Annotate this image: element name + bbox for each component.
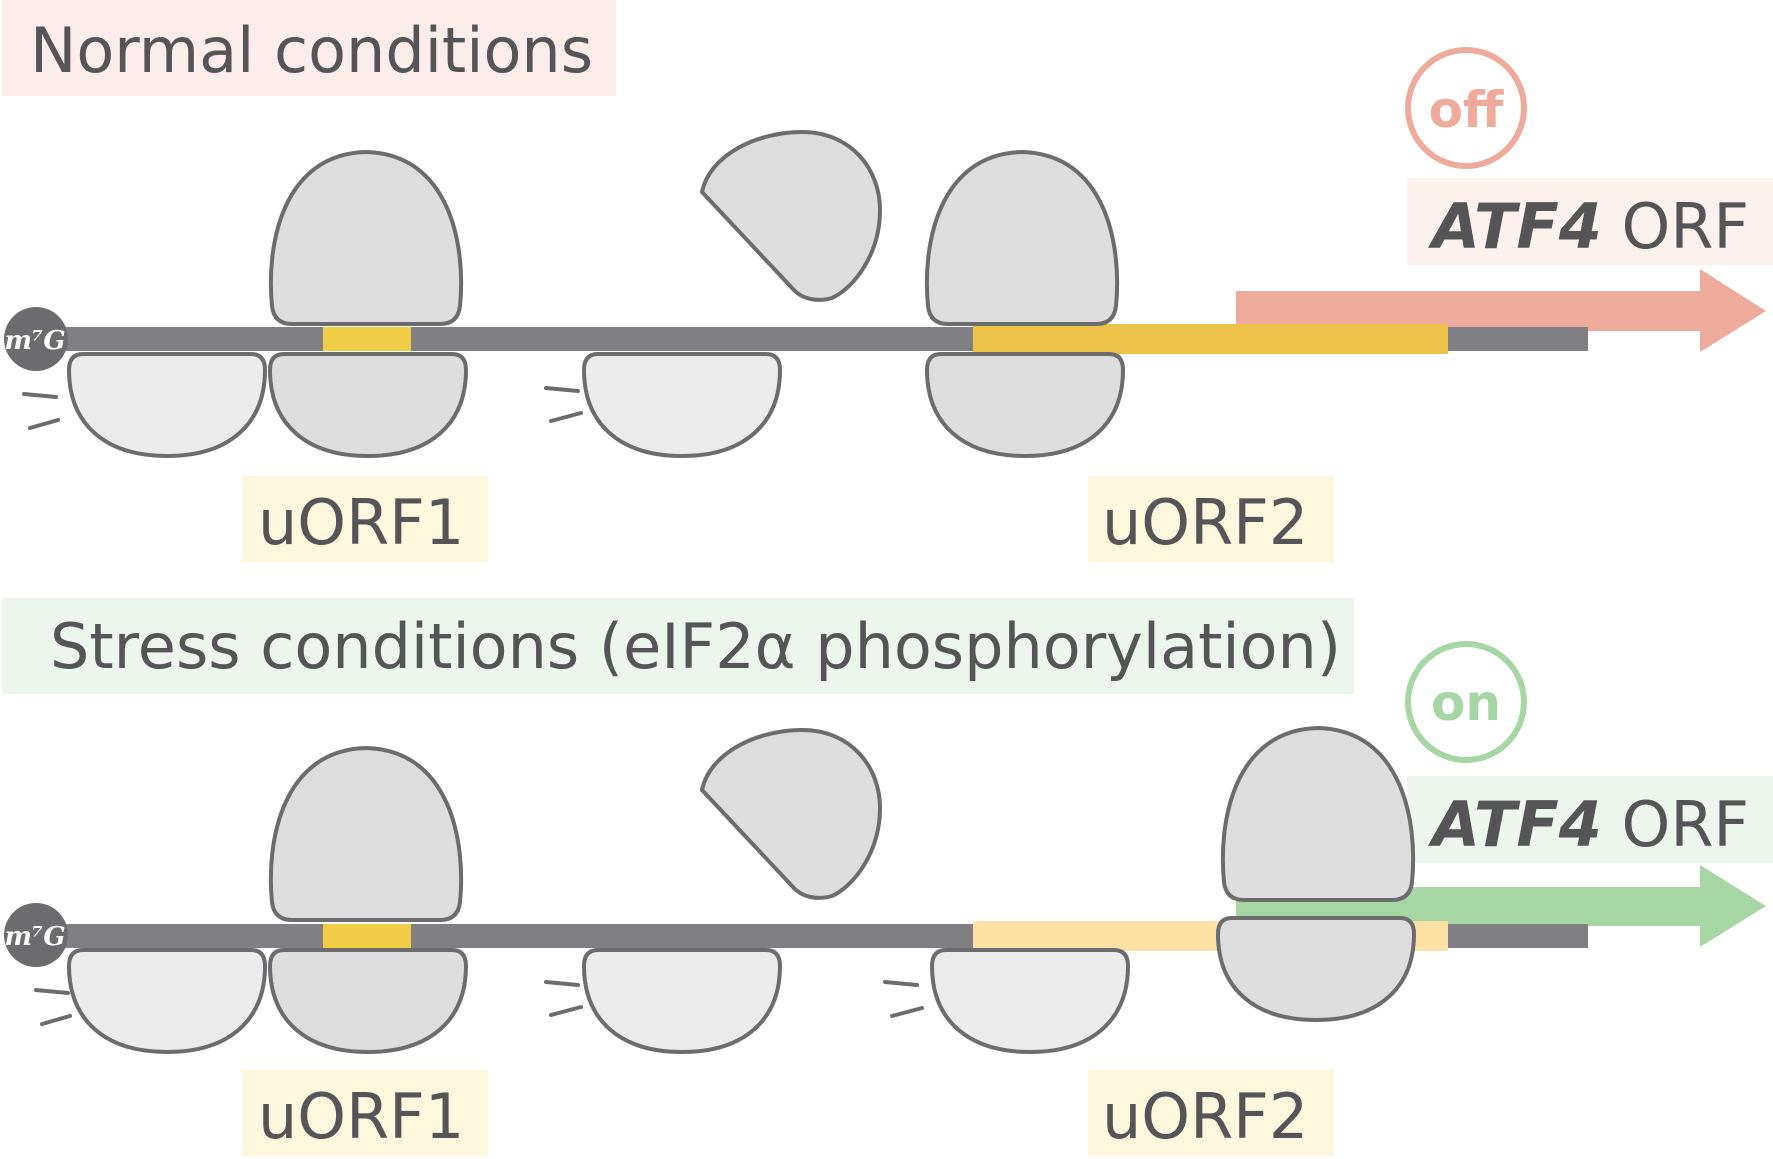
- large-subunit-uorf1: [268, 150, 464, 326]
- status-badge-off: off: [1405, 47, 1527, 169]
- atf4-orf-label-stress: ATF4 ORF: [1427, 788, 1749, 861]
- m7g-cap: m⁷G: [4, 903, 68, 967]
- status-text-on: on: [1431, 674, 1501, 732]
- small-subunit-uorf1: [268, 352, 468, 458]
- status-circle-off: [1405, 47, 1527, 169]
- uorf1-label-bg: [242, 1070, 488, 1156]
- uorf1-segment: [323, 924, 411, 948]
- motion-line: [883, 980, 919, 987]
- title-bg-stress: [2, 598, 1354, 694]
- orf-suffix: ORF: [1602, 788, 1749, 861]
- free-large-subunit: [700, 130, 882, 302]
- atf4-orf-arrow-stress: [1236, 865, 1766, 947]
- scanning-small-subunit: [930, 948, 1130, 1054]
- cap-label: m⁷G: [4, 326, 65, 356]
- motion-line: [549, 411, 583, 423]
- status-badge-on: on: [1405, 641, 1527, 763]
- uorf2-label: uORF2: [1102, 486, 1308, 559]
- m7g-cap: m⁷G: [4, 307, 68, 371]
- scanning-small-subunit: [582, 948, 782, 1054]
- uorf2-label-bg: [1088, 476, 1334, 562]
- atf4-label-bg-stress: [1407, 776, 1773, 863]
- small-subunit-atf4: [1216, 916, 1416, 1022]
- status-text-off: off: [1429, 81, 1504, 139]
- panel-stress: Stress conditions (eIF2α phosphorylation…: [2, 598, 1773, 1156]
- large-subunit-uorf2: [924, 150, 1120, 326]
- title-bg-normal: [2, 0, 616, 96]
- small-subunit-uorf2: [925, 352, 1125, 458]
- uorf1-label-bg: [242, 476, 488, 562]
- atf4-orf-label-normal: ATF4 ORF: [1427, 190, 1749, 263]
- uorf1-label: uORF1: [258, 1080, 464, 1153]
- motion-line: [28, 418, 60, 430]
- motion-line: [890, 1006, 924, 1018]
- motion-line: [40, 1014, 72, 1026]
- status-circle-on: [1405, 641, 1527, 763]
- small-subunit-uorf1: [268, 948, 468, 1054]
- atf4-label-bg-normal: [1407, 178, 1773, 265]
- free-large-subunit: [700, 728, 882, 900]
- atf4-gene-name: ATF4: [1427, 190, 1602, 263]
- scanning-small-subunit: [67, 948, 267, 1054]
- scanning-small-subunit: [67, 352, 267, 458]
- orf-suffix: ORF: [1602, 190, 1749, 263]
- uorf2-label-bg: [1088, 1070, 1334, 1156]
- motion-line: [549, 1005, 583, 1017]
- uorf2-segment: [973, 324, 1448, 354]
- motion-line: [34, 988, 70, 995]
- cap-label: m⁷G: [4, 922, 65, 952]
- panel-title-normal: Normal conditions: [30, 14, 593, 87]
- large-subunit-uorf1: [268, 746, 464, 922]
- atf4-gene-name: ATF4: [1427, 788, 1602, 861]
- panel-normal: Normal conditions off ATF4 ORF m⁷G: [2, 0, 1773, 562]
- large-subunit-atf4: [1220, 726, 1416, 902]
- uorf2-label: uORF2: [1102, 1080, 1308, 1153]
- panel-title-stress: Stress conditions (eIF2α phosphorylation…: [50, 610, 1341, 683]
- cap-circle: [4, 903, 68, 967]
- motion-line: [544, 386, 580, 393]
- atf4-orf-arrow-normal: [1236, 269, 1766, 352]
- motion-line: [544, 980, 580, 987]
- motion-line: [22, 392, 58, 399]
- scanning-small-subunit: [582, 352, 782, 458]
- cap-circle: [4, 307, 68, 371]
- uorf1-segment: [323, 327, 411, 351]
- uorf1-label: uORF1: [258, 486, 464, 559]
